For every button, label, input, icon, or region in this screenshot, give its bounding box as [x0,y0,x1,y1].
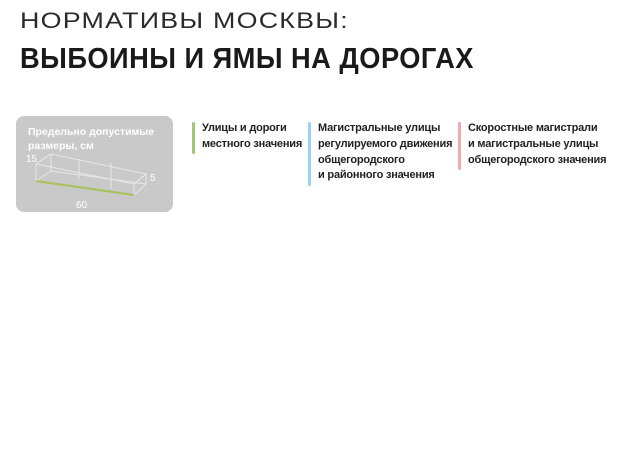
svg-text:5: 5 [150,173,156,184]
svg-text:15: 15 [26,154,38,165]
svg-text:60: 60 [76,200,88,211]
